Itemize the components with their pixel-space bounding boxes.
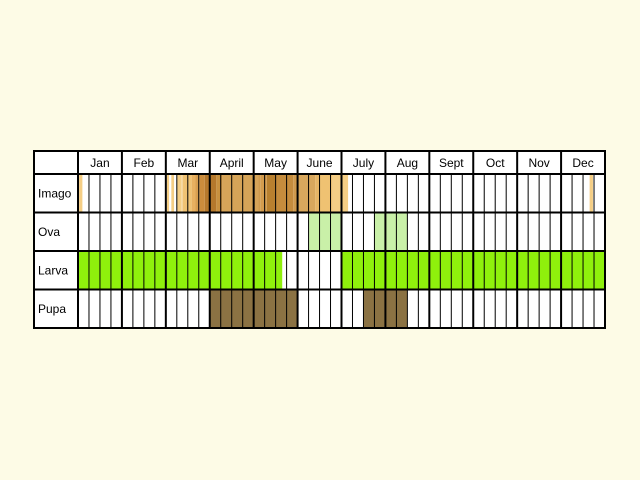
band-imago-9 (216, 175, 223, 212)
band-imago-1 (166, 175, 170, 212)
row-label-ova: Ova (38, 225, 60, 239)
band-imago-16 (297, 175, 316, 212)
band-imago-11 (258, 175, 261, 212)
row-label-pupa: Pupa (38, 302, 66, 316)
band-larva-0 (78, 252, 283, 289)
month-label-aug: Aug (397, 156, 418, 170)
month-label-jan: Jan (90, 156, 109, 170)
band-ova-0 (308, 213, 342, 250)
row-label-imago: Imago (38, 186, 72, 200)
band-imago-17 (315, 175, 320, 212)
band-imago-15 (293, 175, 298, 212)
band-imago-3 (176, 175, 182, 212)
band-imago-12 (260, 175, 267, 212)
band-imago-0 (79, 175, 83, 212)
band-imago-18 (319, 175, 333, 212)
row-label-larva: Larva (38, 263, 68, 277)
table-border (33, 150, 606, 329)
band-imago-6 (195, 175, 200, 212)
month-label-mar: Mar (177, 156, 198, 170)
band-imago-21 (589, 175, 593, 212)
month-label-nov: Nov (528, 156, 549, 170)
month-label-oct: Oct (486, 156, 505, 170)
band-imago-7 (199, 175, 205, 212)
band-imago-14 (275, 175, 294, 212)
band-imago-20 (341, 175, 349, 212)
band-imago-13 (266, 175, 276, 212)
month-label-may: May (264, 156, 287, 170)
month-label-sept: Sept (439, 156, 464, 170)
month-label-july: July (353, 156, 374, 170)
month-label-april: April (220, 156, 244, 170)
month-label-feb: Feb (134, 156, 155, 170)
month-label-june: June (307, 156, 333, 170)
band-imago-5 (191, 175, 196, 212)
month-label-dec: Dec (572, 156, 593, 170)
band-imago-19 (332, 175, 342, 212)
band-imago-2 (171, 175, 175, 212)
band-ova-1 (374, 213, 408, 250)
band-imago-4 (182, 175, 192, 212)
band-imago-10 (222, 175, 259, 212)
